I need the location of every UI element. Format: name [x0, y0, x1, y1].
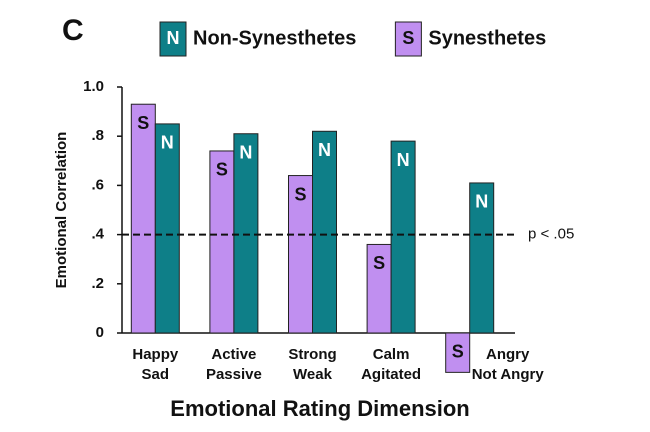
x-tick-label: Angry: [486, 346, 530, 363]
bar: [233, 133, 259, 334]
bar: [390, 140, 416, 334]
y-tick-label: .4: [91, 226, 104, 243]
y-tick-label: .2: [91, 275, 104, 292]
bar-marker-label: S: [294, 184, 306, 204]
bar-marker-label: N: [397, 150, 410, 170]
x-tick-label: Happy: [132, 346, 179, 363]
bar: [154, 123, 180, 334]
y-tick-label: .8: [91, 127, 104, 144]
bar-marker-label: S: [452, 341, 464, 361]
legend-marker-label: N: [167, 28, 180, 48]
y-axis-label: Emotional Correlation: [53, 132, 70, 289]
panel-label: C: [62, 14, 84, 47]
bar: [130, 103, 156, 334]
bar-marker-label: N: [475, 192, 488, 212]
y-tick-label: .6: [91, 176, 104, 193]
legend-label: Non-Synesthetes: [193, 27, 356, 49]
bar-marker-label: N: [161, 133, 174, 153]
x-tick-label: Not Angry: [472, 366, 545, 383]
bar: [288, 175, 313, 334]
bar-marker-label: N: [318, 140, 331, 160]
x-tick-label: Agitated: [361, 366, 421, 383]
y-tick-label: 0: [96, 324, 104, 341]
y-tick-label: 1.0: [83, 78, 104, 95]
x-tick-label: Weak: [293, 366, 333, 383]
legend-marker-label: S: [402, 28, 414, 48]
legend-swatch: [159, 21, 187, 57]
x-tick-label: Sad: [142, 366, 170, 383]
bar: [312, 130, 337, 334]
bar: [209, 150, 235, 334]
threshold-label: p < .05: [528, 226, 574, 243]
x-tick-label: Active: [211, 346, 256, 363]
bar-marker-label: S: [137, 113, 149, 133]
bar: [469, 182, 495, 334]
x-tick-label: Passive: [206, 366, 262, 383]
legend-swatch: [394, 21, 422, 57]
legend-label: Synesthetes: [428, 27, 546, 49]
x-tick-label: Calm: [373, 346, 410, 363]
bar: [445, 332, 471, 373]
bar-marker-label: S: [216, 160, 228, 180]
bar-marker-label: S: [373, 253, 385, 273]
bar-marker-label: N: [239, 142, 252, 162]
x-axis-label: Emotional Rating Dimension: [170, 396, 469, 421]
x-tick-label: Strong: [288, 346, 336, 363]
